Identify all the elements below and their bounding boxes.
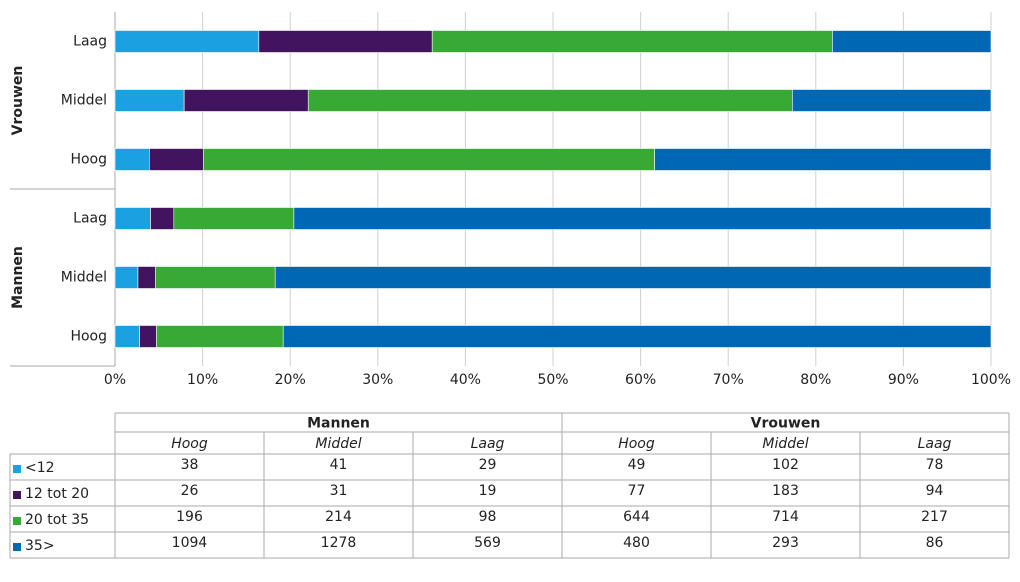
table-level-header: Hoog [618,436,655,452]
table-value: 183 [772,483,799,499]
table-value: 26 [181,483,199,499]
table-level-header: Laag [471,436,505,452]
bar-segment [293,207,992,230]
bar-segment [431,30,833,53]
x-tick-label: 40% [450,372,481,388]
table-value: 480 [623,535,650,551]
bar-segment [156,325,284,348]
x-tick-label: 30% [362,372,393,388]
y-tick-label: Middel [61,93,107,109]
x-tick-label: 100% [971,372,1011,388]
table-value: 217 [921,509,948,525]
bar-segment [155,266,276,289]
bar-segment [114,266,139,289]
table-value: 77 [628,483,646,499]
table-value: 49 [628,457,646,473]
bar-segment [139,325,157,348]
bar-segment [654,148,992,171]
table-value: 78 [926,457,944,473]
table-value: 196 [176,509,203,525]
table-value: 214 [325,509,352,525]
table-level-header: Laag [918,436,952,452]
legend-label: <12 [25,460,55,476]
x-tick-label: 70% [713,372,744,388]
x-tick-label: 90% [888,372,919,388]
bar-segment [183,89,309,112]
table-value: 38 [181,457,199,473]
y-tick-label: Laag [73,34,107,50]
bar-segment [150,207,175,230]
table-value: 1278 [321,535,357,551]
table-value: 293 [772,535,799,551]
bar-segment [114,325,140,348]
table-value: 94 [926,483,944,499]
table-value: 86 [926,535,944,551]
bar-segment [282,325,992,348]
bar-segment [203,148,655,171]
table-value: 31 [330,483,348,499]
table-value: 714 [772,509,799,525]
table-value: 569 [474,535,501,551]
table-group-header: Vrouwen [751,416,821,432]
table-value: 644 [623,509,650,525]
group-label: Mannen [10,246,26,309]
table-value: 41 [330,457,348,473]
legend-label: 20 tot 35 [25,512,89,528]
y-tick-label: Hoog [70,329,107,345]
bar-segment [792,89,992,112]
legend-swatch [13,517,21,525]
y-tick-label: Middel [61,270,107,286]
legend-swatch [13,543,21,551]
y-tick-label: Hoog [70,152,107,168]
table-level-header: Hoog [171,436,208,452]
x-tick-label: 10% [187,372,218,388]
x-tick-label: 0% [104,372,126,388]
table-value: 98 [479,509,497,525]
bar-segment [114,207,151,230]
x-tick-label: 60% [625,372,656,388]
bar-segment [258,30,433,53]
bar-segment [274,266,992,289]
table-value: 29 [479,457,497,473]
x-tick-label: 80% [800,372,831,388]
x-tick-label: 50% [537,372,568,388]
bar-segment [114,148,150,171]
table-group-header: Mannen [307,416,370,432]
legend-label: 12 tot 20 [25,486,89,502]
legend-swatch [13,465,21,473]
bar-segment [307,89,793,112]
table-value: 102 [772,457,799,473]
table-level-header: Middel [762,436,808,452]
y-tick-label: Laag [73,211,107,227]
x-tick-label: 20% [275,372,306,388]
table-level-header: Middel [315,436,361,452]
group-label: Vrouwen [10,66,26,136]
bar-segment [137,266,156,289]
table-value: 19 [479,483,497,499]
bar-segment [832,30,992,53]
legend-label: 35> [25,538,55,554]
table-value: 1094 [172,535,208,551]
bar-segment [114,30,260,53]
bar-segment [114,89,185,112]
legend-swatch [13,491,21,499]
bar-segment [173,207,295,230]
bar-segment [149,148,204,171]
